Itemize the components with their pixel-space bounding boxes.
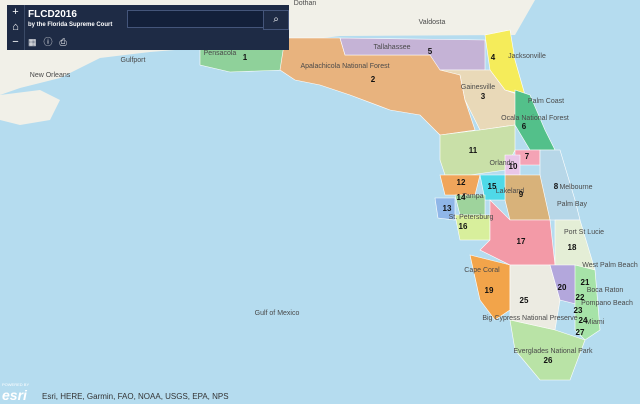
city-label: West Palm Beach — [582, 262, 638, 269]
district-area — [434, 197, 456, 221]
district-number: 7 — [525, 152, 530, 161]
city-label: Ocala National Forest — [501, 115, 569, 122]
district-area — [509, 319, 586, 381]
esri-logo[interactable]: POWERED BY esri — [2, 382, 29, 404]
city-label: Everglades National Park — [514, 348, 593, 355]
city-label: Boca Raton — [587, 287, 624, 294]
city-label: Dothan — [294, 0, 317, 7]
district-number: 20 — [558, 283, 567, 292]
district-number: 9 — [519, 190, 524, 199]
district-area — [469, 254, 511, 321]
city-label: Tampa — [462, 193, 483, 200]
header-panel: + ⌂ − FLCD2016 by the Florida Supreme Cour… — [7, 5, 289, 50]
labels: Dothan Valdosta Tallahassee Jacksonville Gai… — [30, 0, 638, 365]
city-label: Jacksonville — [508, 53, 546, 60]
search-button[interactable]: ⌕ — [263, 10, 289, 30]
district-number: 6 — [522, 122, 527, 131]
district-number: 14 — [457, 193, 466, 202]
district-number: 16 — [459, 222, 468, 231]
district-number: 4 — [491, 53, 496, 62]
city-label: Orlando — [490, 160, 515, 167]
district-number: 27 — [576, 328, 585, 337]
city-label: Gainesville — [461, 84, 495, 91]
district-number: 26 — [544, 356, 553, 365]
city-label: Big Cypress National Preserve — [482, 315, 577, 322]
district-area — [479, 174, 506, 201]
attribution: Esri, HERE, Garmin, FAO, NOAA, USGS, EPA… — [42, 392, 229, 401]
city-label: Tallahassee — [374, 44, 411, 51]
search-input[interactable] — [127, 10, 264, 28]
district-number: 19 — [485, 286, 494, 295]
district-number: 24 — [579, 316, 588, 325]
district-number: 11 — [469, 146, 478, 155]
city-label: Cape Coral — [464, 267, 500, 274]
district-number: 18 — [568, 243, 577, 252]
city-label: Melbourne — [559, 184, 592, 191]
app-subtitle: by the Florida Supreme Court — [28, 22, 113, 28]
city-label: Apalachicola National Forest — [300, 63, 389, 70]
city-label: Port St Lucie — [564, 229, 604, 236]
city-label: Miami — [586, 319, 605, 326]
district-number: 25 — [520, 296, 529, 305]
water-label: Gulf of Mexico — [255, 310, 300, 317]
city-label: Valdosta — [419, 19, 446, 26]
city-label: Palm Coast — [528, 98, 564, 105]
app-title: FLCD2016 — [28, 9, 77, 20]
toolbar[interactable]: ▦ⓘ⎙ — [28, 37, 74, 47]
district-number: 21 — [581, 278, 590, 287]
zoom-controls[interactable]: + ⌂ − — [7, 5, 25, 50]
district-number: 3 — [481, 92, 486, 101]
district-number: 10 — [509, 162, 518, 171]
logo-powered: POWERED BY — [2, 382, 30, 387]
district-number: 1 — [243, 53, 248, 62]
city-label: New Orleans — [30, 72, 71, 79]
city-label: Pompano Beach — [581, 300, 633, 307]
city-label: Lakeland — [496, 188, 525, 195]
city-label: Palm Bay — [557, 201, 587, 208]
district-number: 23 — [574, 306, 583, 315]
district-number: 15 — [488, 182, 497, 191]
district-number: 5 — [428, 47, 433, 56]
district-number: 13 — [443, 204, 452, 213]
district-number: 22 — [576, 293, 585, 302]
city-label: Gulfport — [121, 57, 146, 64]
district-number: 2 — [371, 75, 376, 84]
land — [0, 90, 60, 125]
city-label: St. Petersburg — [449, 214, 494, 221]
districts — [199, 29, 601, 381]
city-label: Pensacola — [204, 50, 237, 57]
district-number: 17 — [517, 237, 526, 246]
district-area — [574, 264, 601, 341]
district-number: 12 — [457, 178, 466, 187]
district-number: 8 — [554, 182, 559, 191]
district-area — [509, 264, 561, 331]
logo-name: esri — [2, 387, 27, 403]
